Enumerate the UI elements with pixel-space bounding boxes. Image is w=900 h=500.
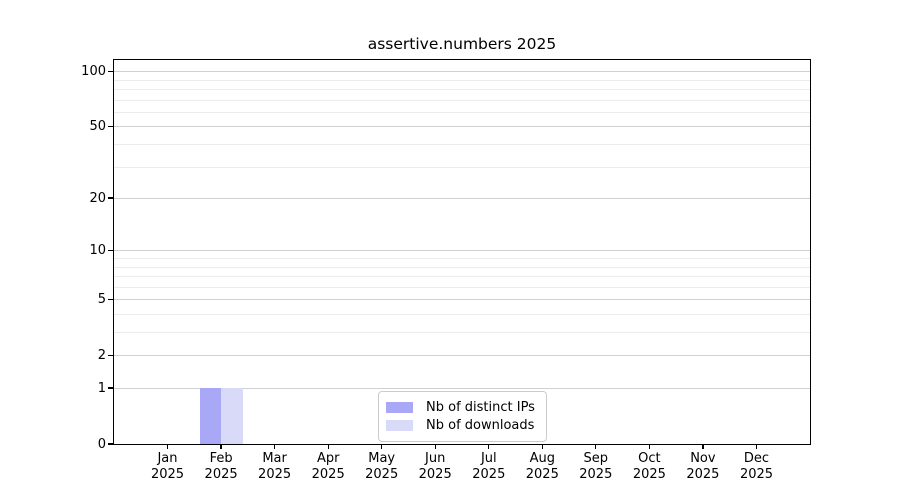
major-gridline <box>114 71 810 73</box>
minor-gridline <box>114 166 810 168</box>
minor-gridline <box>114 266 810 268</box>
x-tick-label: Jul 2025 <box>453 451 525 482</box>
x-tick-year: 2025 <box>418 466 452 482</box>
x-tick-year: 2025 <box>472 466 506 482</box>
y-tick-mark <box>108 298 113 300</box>
x-tick-label: Feb 2025 <box>185 451 257 482</box>
minor-gridline <box>114 144 810 145</box>
x-tick-mark <box>220 444 222 449</box>
x-tick-year: 2025 <box>632 466 666 482</box>
x-tick-label: Nov 2025 <box>667 451 739 482</box>
minor-gridline <box>114 111 810 113</box>
x-tick-month: Oct <box>638 451 661 466</box>
plot-area: Nb of distinct IPs Nb of downloads <box>113 59 811 445</box>
y-tick-mark <box>108 249 113 251</box>
minor-gridline <box>114 89 810 90</box>
x-tick-label: Apr 2025 <box>292 451 364 482</box>
x-tick-year: 2025 <box>525 466 559 482</box>
chart-title: assertive.numbers 2025 <box>367 35 557 53</box>
legend: Nb of distinct IPs Nb of downloads <box>378 391 547 442</box>
major-gridline <box>114 126 810 128</box>
x-tick-mark <box>595 444 597 449</box>
major-gridline <box>114 388 810 389</box>
x-tick-mark <box>541 444 543 449</box>
y-tick-label: 100 <box>81 63 106 79</box>
x-tick-label: Dec 2025 <box>721 451 793 482</box>
x-tick-mark <box>327 444 329 449</box>
y-tick-mark <box>108 387 113 389</box>
x-tick-mark <box>166 444 169 449</box>
x-tick-label: Mar 2025 <box>239 451 311 482</box>
y-tick-mark <box>108 197 113 199</box>
x-tick-label: Oct 2025 <box>613 451 685 482</box>
x-tick-month: Jul <box>480 451 497 466</box>
x-tick-label: Sep 2025 <box>560 451 632 482</box>
y-tick-label: 1 <box>97 380 106 396</box>
y-tick-mark <box>108 70 113 72</box>
minor-gridline <box>114 314 810 315</box>
legend-swatch <box>386 420 413 431</box>
x-tick-month: Sep <box>583 451 609 466</box>
major-gridline <box>114 198 810 200</box>
y-tick-label: 2 <box>97 347 106 363</box>
y-tick-label: 20 <box>89 190 106 206</box>
x-tick-month: Jun <box>425 451 446 466</box>
x-tick-month: Mar <box>262 451 287 466</box>
bar-nb-of-distinct-ips-feb-2025 <box>199 388 222 444</box>
y-tick-label: 50 <box>89 118 106 134</box>
x-tick-month: Nov <box>690 451 716 466</box>
x-tick-year: 2025 <box>686 466 720 482</box>
y-tick-label: 5 <box>97 291 106 307</box>
minor-gridline <box>114 332 810 333</box>
x-tick-month: Feb <box>209 451 233 466</box>
x-tick-year: 2025 <box>258 466 292 482</box>
minor-gridline <box>114 79 810 81</box>
minor-gridline <box>114 276 810 277</box>
x-tick-year: 2025 <box>311 466 345 482</box>
x-tick-year: 2025 <box>365 466 399 482</box>
x-tick-year: 2025 <box>150 466 185 482</box>
x-tick-month: Apr <box>316 451 340 466</box>
minor-gridline <box>114 99 810 101</box>
x-tick-month: Jan <box>157 451 178 466</box>
major-gridline <box>114 250 810 252</box>
legend-entry: Nb of downloads <box>386 417 535 434</box>
major-gridline <box>114 299 810 301</box>
x-tick-mark <box>488 444 490 449</box>
major-gridline <box>114 355 810 357</box>
x-tick-month: May <box>368 451 396 466</box>
x-tick-mark <box>434 444 436 449</box>
legend-entry: Nb of distinct IPs <box>386 399 535 416</box>
y-tick-mark <box>108 354 113 356</box>
x-tick-mark <box>648 444 651 449</box>
legend-label: Nb of downloads <box>426 418 535 433</box>
x-tick-label: Aug 2025 <box>506 451 578 482</box>
y-tick-mark <box>108 443 113 445</box>
x-tick-month: Dec <box>743 451 770 466</box>
x-tick-mark <box>702 444 704 449</box>
x-tick-mark <box>381 444 383 449</box>
x-tick-year: 2025 <box>579 466 613 482</box>
x-tick-mark <box>755 444 758 449</box>
y-tick-label: 10 <box>89 242 106 258</box>
x-tick-mark <box>273 444 276 449</box>
x-tick-label: May 2025 <box>346 451 418 482</box>
bar-nb-of-downloads-feb-2025 <box>221 388 243 444</box>
minor-gridline <box>114 258 810 259</box>
minor-gridline <box>114 286 810 288</box>
y-tick-mark <box>108 125 113 128</box>
x-tick-month: Aug <box>529 451 555 466</box>
x-tick-label: Jan 2025 <box>132 451 204 482</box>
x-tick-year: 2025 <box>739 466 774 482</box>
legend-label: Nb of distinct IPs <box>426 400 535 415</box>
x-tick-label: Jun 2025 <box>399 451 471 482</box>
y-tick-label: 0 <box>97 436 106 452</box>
legend-swatch <box>386 402 413 413</box>
x-tick-year: 2025 <box>204 466 238 482</box>
